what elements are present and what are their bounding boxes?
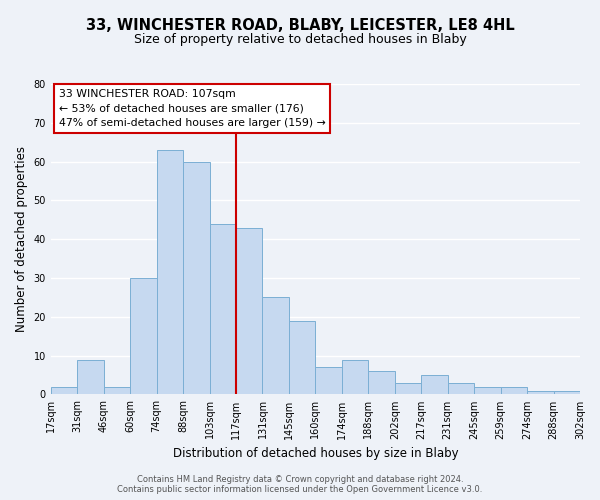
Bar (554, 390, 580, 394)
Bar (104, 386, 130, 394)
Bar (236, 228, 262, 394)
Bar (421, 375, 448, 394)
Bar (262, 298, 289, 394)
Bar (395, 383, 421, 394)
Bar (77, 360, 104, 394)
Bar (183, 162, 209, 394)
Y-axis label: Number of detached properties: Number of detached properties (15, 146, 28, 332)
Bar (527, 390, 554, 394)
Text: Size of property relative to detached houses in Blaby: Size of property relative to detached ho… (134, 32, 466, 46)
Bar (209, 224, 236, 394)
Text: 33 WINCHESTER ROAD: 107sqm
← 53% of detached houses are smaller (176)
47% of sem: 33 WINCHESTER ROAD: 107sqm ← 53% of deta… (59, 88, 325, 128)
Bar (500, 386, 527, 394)
Bar (448, 383, 474, 394)
X-axis label: Distribution of detached houses by size in Blaby: Distribution of detached houses by size … (173, 447, 458, 460)
Bar (316, 368, 342, 394)
Bar (157, 150, 183, 394)
Bar (289, 320, 316, 394)
Text: 33, WINCHESTER ROAD, BLABY, LEICESTER, LE8 4HL: 33, WINCHESTER ROAD, BLABY, LEICESTER, L… (86, 18, 514, 32)
Bar (474, 386, 500, 394)
Bar (368, 371, 395, 394)
Text: Contains public sector information licensed under the Open Government Licence v3: Contains public sector information licen… (118, 485, 482, 494)
Text: Contains HM Land Registry data © Crown copyright and database right 2024.: Contains HM Land Registry data © Crown c… (137, 475, 463, 484)
Bar (130, 278, 157, 394)
Bar (342, 360, 368, 394)
Bar (51, 386, 77, 394)
